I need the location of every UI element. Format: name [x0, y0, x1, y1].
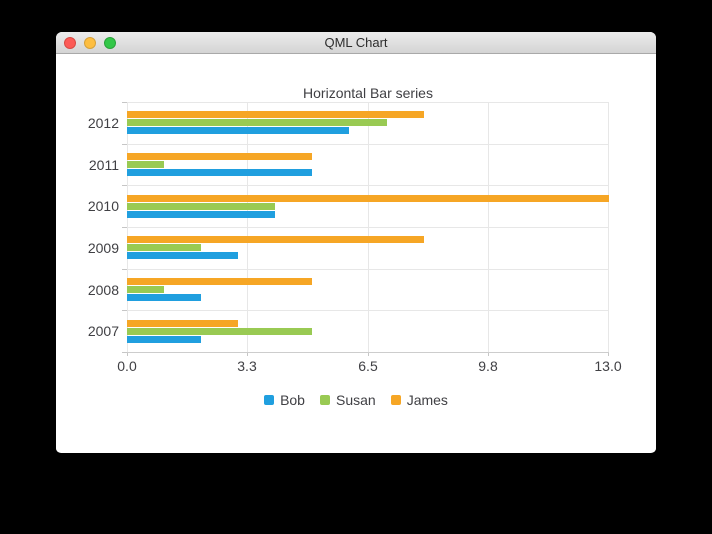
- gridline-vertical: [488, 102, 489, 352]
- bar-james-2011: [127, 153, 312, 160]
- minimize-button[interactable]: [84, 37, 96, 49]
- legend-item-susan: Susan: [319, 391, 376, 409]
- traffic-lights: [64, 32, 116, 54]
- x-axis-label: 3.3: [237, 358, 257, 374]
- bar-james-2012: [127, 111, 424, 118]
- category-label-2012: 2012: [87, 115, 119, 131]
- bar-susan-2010: [127, 203, 275, 210]
- zoom-button[interactable]: [104, 37, 116, 49]
- y-axis-tick: [122, 352, 127, 353]
- bar-susan-2011: [127, 161, 164, 168]
- window-title: QML Chart: [324, 35, 388, 50]
- chart-title: Horizontal Bar series: [303, 85, 433, 101]
- window-titlebar[interactable]: QML Chart: [56, 32, 656, 54]
- y-axis-tick: [122, 144, 127, 145]
- bar-susan-2009: [127, 244, 201, 251]
- legend-marker-susan: [319, 395, 330, 405]
- chart-legend: Bob Susan James: [56, 391, 656, 409]
- y-axis-tick: [122, 269, 127, 270]
- x-axis-label: 13.0: [594, 358, 622, 374]
- category-label-2010: 2010: [87, 198, 119, 214]
- bar-bob-2008: [127, 294, 201, 301]
- bar-bob-2007: [127, 336, 201, 343]
- x-axis-label: 0.0: [117, 358, 137, 374]
- x-axis-tick: [488, 352, 489, 356]
- bar-susan-2012: [127, 119, 387, 126]
- qml-chart-window: QML Chart Horizontal Bar series 0.0 3.3 6.…: [56, 32, 656, 453]
- bar-bob-2009: [127, 252, 238, 259]
- bar-james-2008: [127, 278, 312, 285]
- y-axis-tick: [122, 310, 127, 311]
- bar-susan-2008: [127, 286, 164, 293]
- y-axis-tick: [122, 102, 127, 103]
- x-axis-tick: [247, 352, 248, 356]
- gridline-vertical: [608, 102, 609, 352]
- legend-item-james: James: [390, 391, 448, 409]
- gridline-vertical: [127, 102, 128, 352]
- legend-label-bob: Bob: [280, 392, 305, 408]
- category-label-2008: 2008: [87, 282, 119, 298]
- y-axis-tick: [122, 227, 127, 228]
- bar-james-2007: [127, 320, 238, 327]
- bar-bob-2011: [127, 169, 312, 176]
- legend-label-james: James: [406, 392, 448, 408]
- close-button[interactable]: [64, 37, 76, 49]
- gridline-vertical: [368, 102, 369, 352]
- x-axis-label: 9.8: [478, 358, 498, 374]
- x-axis-tick: [368, 352, 369, 356]
- legend-item-bob: Bob: [264, 391, 305, 409]
- bar-bob-2010: [127, 211, 275, 218]
- legend-marker-bob: [264, 395, 275, 405]
- plot-area: 0.0 3.3 6.5 9.8 13.0 2012 2011 2010 2009 2008 2007: [88, 102, 622, 374]
- x-axis-tick: [608, 352, 609, 356]
- legend-label-susan: Susan: [335, 392, 376, 408]
- category-label-2007: 2007: [87, 323, 119, 339]
- category-label-2009: 2009: [87, 240, 119, 256]
- category-label-2011: 2011: [88, 157, 119, 173]
- x-axis-label: 6.5: [358, 358, 378, 374]
- window-content: Horizontal Bar series 0.0 3.3 6.5 9.8 13.0 20…: [56, 54, 656, 452]
- legend-marker-james: [390, 395, 401, 405]
- gridline-vertical: [247, 102, 248, 352]
- x-axis-tick: [127, 352, 128, 356]
- bar-susan-2007: [127, 328, 312, 335]
- x-axis-line: [127, 352, 609, 353]
- bar-james-2010: [127, 195, 609, 202]
- bar-bob-2012: [127, 127, 349, 134]
- bar-james-2009: [127, 236, 424, 243]
- y-axis-tick: [122, 185, 127, 186]
